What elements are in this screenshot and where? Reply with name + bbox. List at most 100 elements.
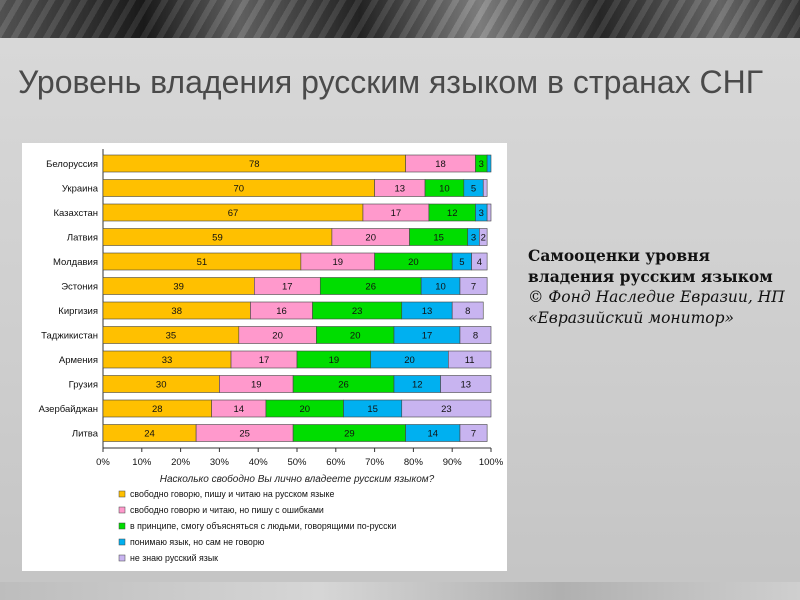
bar-segment [451, 301, 484, 320]
side-note-source: © Фонд Наследие Евразии, НП «Евразийский… [528, 288, 785, 327]
x-tick-label: 20% [171, 457, 191, 468]
data-label: 10 [439, 184, 450, 195]
data-label: 14 [428, 429, 439, 440]
x-tick-label: 60% [326, 457, 346, 468]
x-tick-label: 40% [249, 457, 269, 468]
data-label: 11 [465, 355, 475, 366]
data-label: 8 [465, 306, 470, 317]
data-label: 19 [251, 380, 262, 391]
data-label: 28 [152, 404, 163, 415]
data-label: 20 [299, 404, 310, 415]
data-label: 12 [412, 380, 423, 391]
data-label: 20 [272, 331, 283, 342]
legend-entry: свободно говорю и читаю, но пишу с ошибк… [130, 505, 324, 515]
side-note: Самооценки уровня владения русским языко… [528, 246, 790, 328]
data-label: 3 [479, 208, 484, 219]
data-label: 19 [329, 355, 340, 366]
x-tick-label: 90% [443, 457, 463, 468]
data-label: 5 [471, 184, 476, 195]
data-label: 17 [422, 331, 433, 342]
data-label: 35 [166, 331, 177, 342]
category-label: Азербайджан [39, 404, 98, 415]
bar-segment [440, 375, 492, 393]
data-label: 24 [144, 429, 155, 440]
data-label: 18 [435, 159, 446, 170]
data-label: 15 [367, 404, 378, 415]
data-label: 16 [276, 306, 287, 317]
bar-segment [459, 424, 488, 442]
data-label: 13 [395, 184, 406, 195]
data-label: 26 [365, 282, 376, 293]
legend-entry: в принципе, смогу объясняться с людьми, … [130, 521, 396, 531]
data-label: 17 [259, 355, 270, 366]
bottom-strip [0, 582, 800, 600]
x-tick-label: 30% [210, 457, 230, 468]
data-label: 3 [471, 233, 476, 244]
x-tick-label: 50% [287, 457, 307, 468]
bar-segment [482, 179, 488, 197]
category-label: Грузия [69, 380, 98, 391]
category-label: Киргизия [58, 306, 98, 317]
data-label: 17 [391, 208, 402, 219]
data-label: 20 [350, 331, 361, 342]
side-note-heading: Самооценки уровня владения русским языко… [528, 246, 773, 286]
data-label: 14 [234, 404, 245, 415]
bar-segment [471, 252, 488, 271]
top-banner-texture [0, 0, 800, 38]
data-label: 17 [282, 282, 293, 293]
data-label: 23 [352, 306, 363, 317]
bar-segment [486, 154, 492, 173]
legend-swatch [118, 554, 126, 562]
data-label: 5 [459, 257, 464, 268]
x-tick-label: 80% [404, 457, 424, 468]
category-label: Белоруссия [46, 159, 98, 170]
data-label: 2 [481, 233, 486, 244]
legend-entry: свободно говорю, пишу и читаю на русском… [130, 489, 334, 499]
legend-swatch [118, 490, 126, 498]
data-label: 3 [479, 159, 484, 170]
data-label: 23 [441, 404, 452, 415]
data-label: 51 [197, 257, 208, 268]
legend-entry: понимаю язык, но сам не говорю [130, 537, 265, 547]
legend-swatch [118, 506, 126, 514]
category-label: Эстония [61, 282, 98, 293]
data-label: 7 [471, 282, 476, 293]
bar-segment [486, 203, 492, 222]
data-label: 25 [239, 429, 250, 440]
category-label: Литва [72, 429, 99, 440]
bar-segment [479, 228, 488, 246]
data-label: 15 [433, 233, 444, 244]
data-label: 38 [171, 306, 182, 317]
data-label: 10 [435, 282, 446, 293]
data-label: 12 [447, 208, 458, 219]
category-label: Таджикистан [41, 331, 98, 342]
category-label: Армения [59, 355, 98, 366]
data-label: 30 [156, 380, 167, 391]
legend-entry: не знаю русский язык [130, 553, 218, 563]
data-label: 8 [473, 331, 478, 342]
legend-swatch [118, 538, 126, 546]
data-label: 59 [212, 233, 223, 244]
data-label: 20 [365, 233, 376, 244]
data-label: 39 [173, 282, 184, 293]
category-label: Молдавия [53, 257, 98, 268]
data-label: 13 [460, 380, 471, 391]
top-banner [0, 0, 800, 38]
x-tick-label: 100% [479, 457, 504, 468]
bar-segment [459, 326, 492, 344]
bar-segment [448, 350, 492, 369]
data-label: 4 [477, 257, 482, 268]
data-label: 19 [332, 257, 343, 268]
x-tick-label: 10% [132, 457, 152, 468]
slide-title: Уровень владения русским языком в страна… [18, 64, 764, 100]
data-label: 33 [162, 355, 173, 366]
data-label: 26 [338, 380, 349, 391]
data-label: 20 [408, 257, 419, 268]
data-label: 67 [228, 208, 239, 219]
category-label: Латвия [67, 233, 98, 244]
bar-segment [459, 277, 488, 295]
data-label: 29 [344, 429, 355, 440]
data-label: 78 [249, 159, 260, 170]
legend-swatch [118, 522, 126, 530]
